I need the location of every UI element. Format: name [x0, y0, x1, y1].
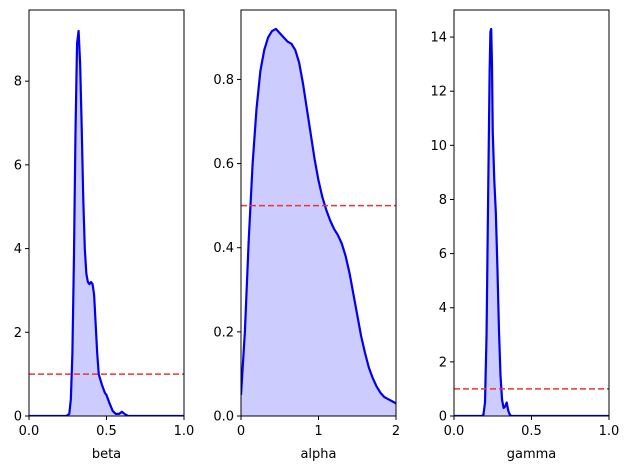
alpha-density-fill — [241, 28, 396, 416]
gamma-ytick-label: 4 — [439, 301, 447, 316]
alpha-xtick-label: 2 — [392, 424, 400, 439]
alpha-density-line — [241, 27, 396, 405]
alpha-xtick-label: 0 — [237, 424, 245, 439]
beta-xtick-label: 0.0 — [19, 424, 40, 439]
alpha-panel: 0 1 2 0.0 0.2 0.4 0.6 0.8 alpha — [213, 9, 400, 462]
gamma-ytick-label: 8 — [439, 193, 447, 208]
gamma-density-fill — [454, 28, 609, 416]
gamma-ytick-label: 0 — [439, 410, 447, 425]
beta-ytick-label: 6 — [14, 158, 22, 173]
beta-ytick-label: 2 — [14, 326, 22, 341]
beta-ytick-label: 8 — [14, 75, 22, 90]
gamma-ytick-label: 12 — [430, 85, 447, 100]
alpha-xlabel: alpha — [300, 447, 336, 462]
alpha-ytick-label: 0.2 — [213, 325, 234, 340]
gamma-ytick-label: 10 — [430, 139, 447, 154]
alpha-ytick-label: 0.4 — [213, 241, 234, 256]
gamma-density-line — [454, 27, 609, 416]
alpha-ytick-label: 0.6 — [213, 157, 234, 172]
beta-density-line — [29, 29, 184, 416]
beta-xtick-label: 0.5 — [96, 424, 117, 439]
gamma-ytick-label: 14 — [430, 31, 447, 46]
gamma-xtick-label: 0.5 — [521, 424, 542, 439]
beta-panel: 0.0 0.5 1.0 0 2 4 6 8 beta — [14, 9, 195, 462]
beta-ytick-label: 4 — [14, 242, 22, 257]
beta-xtick-label: 1.0 — [174, 424, 195, 439]
gamma-ytick-label: 6 — [439, 247, 447, 262]
gamma-panel: 0.0 0.5 1.0 0 2 4 6 8 10 12 14 gamma — [430, 9, 620, 462]
alpha-ytick-label: 0.0 — [213, 410, 234, 425]
beta-density-fill — [29, 30, 184, 416]
beta-xlabel: beta — [92, 447, 121, 462]
gamma-xtick-label: 1.0 — [599, 424, 620, 439]
gamma-axes-frame — [453, 9, 610, 417]
alpha-ytick-label: 0.8 — [213, 73, 234, 88]
gamma-xlabel: gamma — [507, 447, 557, 462]
gamma-ytick-label: 2 — [439, 355, 447, 370]
beta-ytick-label: 0 — [14, 410, 22, 425]
alpha-xtick-label: 1 — [314, 424, 322, 439]
beta-axes-frame — [28, 9, 185, 417]
gamma-xtick-label: 0.0 — [444, 424, 465, 439]
